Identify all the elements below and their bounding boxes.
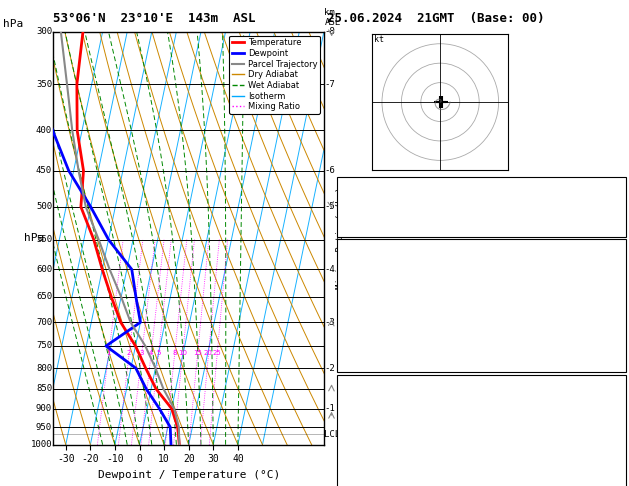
Text: 975: 975 — [604, 395, 623, 405]
Text: 850: 850 — [36, 384, 52, 394]
Text: Dewp (°C): Dewp (°C) — [342, 278, 398, 288]
Text: 700: 700 — [36, 318, 52, 327]
Text: -4: -4 — [325, 265, 335, 274]
Text: -8: -8 — [325, 27, 335, 36]
Text: Most Unstable: Most Unstable — [440, 377, 522, 387]
Text: 16.2: 16.2 — [598, 260, 623, 270]
Text: 350: 350 — [36, 80, 52, 89]
Text: 20: 20 — [204, 350, 213, 356]
Text: Surface: Surface — [459, 241, 503, 251]
Text: © weatheronline.co.uk: © weatheronline.co.uk — [420, 470, 543, 480]
Text: 0: 0 — [616, 333, 623, 344]
Text: 25.06.2024  21GMT  (Base: 00): 25.06.2024 21GMT (Base: 00) — [327, 12, 545, 25]
Text: 750: 750 — [36, 342, 52, 350]
Text: 1000: 1000 — [31, 440, 52, 449]
Text: -6: -6 — [325, 166, 335, 175]
Text: 2.04: 2.04 — [598, 216, 623, 226]
Text: -3: -3 — [325, 318, 335, 327]
Text: 315: 315 — [604, 296, 623, 307]
Text: -5: -5 — [325, 202, 335, 211]
Text: -2: -2 — [325, 364, 335, 373]
Text: CIN (J): CIN (J) — [342, 469, 386, 479]
Text: 10: 10 — [178, 350, 187, 356]
Text: hPa: hPa — [3, 19, 23, 30]
Text: Totals Totals: Totals Totals — [342, 198, 423, 208]
Text: 4: 4 — [148, 350, 153, 356]
Text: km
ASL: km ASL — [325, 8, 340, 27]
Text: 319: 319 — [604, 414, 623, 424]
Text: CAPE (J): CAPE (J) — [342, 333, 391, 344]
Text: 2: 2 — [126, 350, 131, 356]
Text: Lifted Index: Lifted Index — [342, 315, 416, 325]
Text: 650: 650 — [36, 293, 52, 301]
Text: θₑ (K): θₑ (K) — [342, 414, 379, 424]
Text: 0: 0 — [616, 352, 623, 362]
Text: 400: 400 — [36, 126, 52, 135]
Text: 15: 15 — [193, 350, 202, 356]
Text: 7: 7 — [616, 432, 623, 442]
Text: K: K — [342, 179, 348, 190]
Text: 950: 950 — [36, 423, 52, 432]
Text: PW (cm): PW (cm) — [342, 216, 386, 226]
Text: 1: 1 — [106, 350, 111, 356]
Text: 53°06'N  23°10'E  143m  ASL: 53°06'N 23°10'E 143m ASL — [53, 12, 256, 25]
Text: -1: -1 — [325, 404, 335, 413]
Text: LCL: LCL — [325, 430, 340, 439]
Text: Mixing Ratio (g/kg): Mixing Ratio (g/kg) — [336, 187, 345, 289]
Text: 450: 450 — [36, 166, 52, 175]
Text: Temp (°C): Temp (°C) — [342, 260, 398, 270]
Text: 5: 5 — [156, 350, 160, 356]
Text: 36: 36 — [610, 198, 623, 208]
Text: 8: 8 — [172, 350, 177, 356]
Text: 0: 0 — [616, 469, 623, 479]
Text: Pressure (mb): Pressure (mb) — [342, 395, 423, 405]
Text: 10: 10 — [610, 315, 623, 325]
Text: 600: 600 — [36, 265, 52, 274]
Text: 500: 500 — [36, 202, 52, 211]
Text: 800: 800 — [36, 364, 52, 373]
Text: CIN (J): CIN (J) — [342, 352, 386, 362]
Text: CAPE (J): CAPE (J) — [342, 451, 391, 461]
Text: 9: 9 — [616, 179, 623, 190]
Text: -7: -7 — [325, 80, 335, 89]
Text: 550: 550 — [36, 235, 52, 244]
X-axis label: Dewpoint / Temperature (°C): Dewpoint / Temperature (°C) — [97, 470, 280, 480]
Text: Lifted Index: Lifted Index — [342, 432, 416, 442]
Text: θₑ(K): θₑ(K) — [342, 296, 373, 307]
Text: 300: 300 — [36, 27, 52, 36]
Text: hPa: hPa — [25, 233, 45, 243]
Text: 25: 25 — [213, 350, 221, 356]
Text: 0: 0 — [616, 451, 623, 461]
Legend: Temperature, Dewpoint, Parcel Trajectory, Dry Adiabat, Wet Adiabat, Isotherm, Mi: Temperature, Dewpoint, Parcel Trajectory… — [230, 36, 320, 114]
Text: 900: 900 — [36, 404, 52, 413]
Text: kt: kt — [374, 35, 384, 44]
Text: 12.8: 12.8 — [598, 278, 623, 288]
Text: 3: 3 — [139, 350, 144, 356]
